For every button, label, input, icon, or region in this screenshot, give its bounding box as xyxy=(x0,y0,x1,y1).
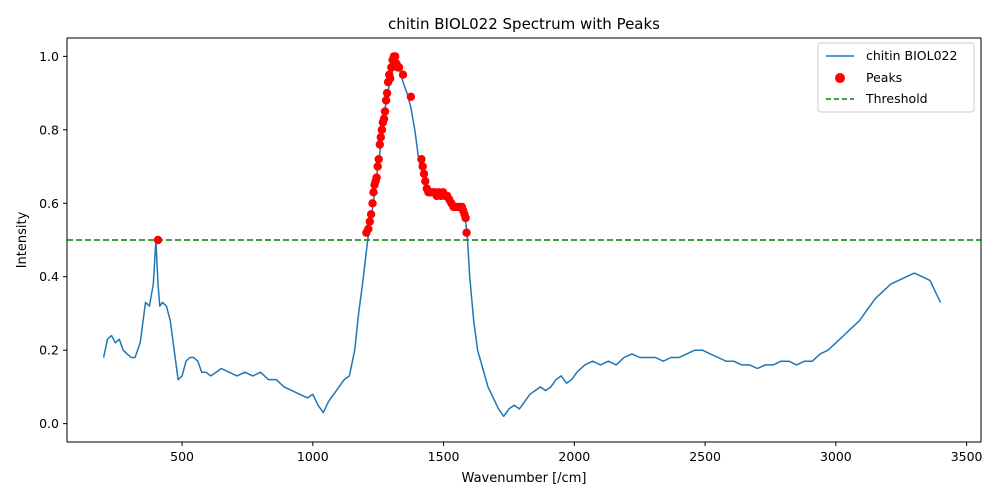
legend-peaks-label: Peaks xyxy=(866,70,902,85)
plot-frame xyxy=(66,37,982,443)
peak-point xyxy=(379,114,389,124)
peak-point xyxy=(398,70,408,79)
peak-point xyxy=(365,217,374,226)
legend-box xyxy=(817,42,975,113)
peak-point xyxy=(375,140,384,149)
legend: chitin BIOL022 Peaks Threshold xyxy=(817,42,975,113)
peak-point xyxy=(366,210,376,219)
peak-point xyxy=(369,188,378,197)
x-tick-label: 2000 xyxy=(558,449,590,464)
peak-point xyxy=(461,213,470,223)
peak-point xyxy=(374,155,383,164)
peaks-layer xyxy=(153,52,471,245)
peak-point xyxy=(373,162,382,171)
y-tick-label: 0.0 xyxy=(39,416,59,431)
x-tick-label: 500 xyxy=(170,449,194,464)
y-tick-label: 0.8 xyxy=(39,122,59,137)
peak-point xyxy=(382,88,392,98)
x-tick-label: 1000 xyxy=(297,449,329,464)
x-tick-label: 3500 xyxy=(951,449,983,464)
peak-point xyxy=(421,177,430,186)
y-tick-label: 0.2 xyxy=(39,343,59,358)
y-axis-label: Intensity xyxy=(15,211,30,268)
x-tick-label: 3000 xyxy=(820,449,852,464)
x-tick-label: 1500 xyxy=(428,449,460,464)
peak-point xyxy=(376,133,385,142)
legend-threshold-label: Threshold xyxy=(865,91,928,106)
x-axis-label: Wavenumber [/cm] xyxy=(462,471,587,486)
peak-point xyxy=(380,107,390,116)
chart-title: chitin BIOL022 Spectrum with Peaks xyxy=(388,15,660,33)
y-tick-label: 0.4 xyxy=(39,269,59,284)
x-tick-label: 2500 xyxy=(689,449,721,464)
peak-point xyxy=(368,199,377,208)
legend-series-label: chitin BIOL022 xyxy=(866,48,957,63)
peak-point xyxy=(417,155,426,164)
y-axis-ticks: 0.0 0.2 0.4 0.6 0.8 1.0 xyxy=(39,49,67,431)
peak-point xyxy=(394,63,404,72)
peak-point xyxy=(391,52,400,61)
peak-point xyxy=(386,74,395,83)
y-tick-label: 1.0 xyxy=(39,49,59,64)
peak-point xyxy=(381,96,391,105)
peak-point xyxy=(418,162,427,171)
peak-point xyxy=(419,169,429,179)
peak-point xyxy=(153,235,163,245)
legend-peaks-swatch xyxy=(835,73,845,83)
peak-point xyxy=(462,228,471,237)
y-tick-label: 0.6 xyxy=(39,196,59,211)
peak-point xyxy=(372,173,381,182)
peak-point xyxy=(377,125,387,134)
x-axis-ticks: 500 1000 1500 2000 2500 3000 3500 xyxy=(170,442,983,464)
peak-point xyxy=(406,92,416,102)
peak-point xyxy=(364,224,373,234)
